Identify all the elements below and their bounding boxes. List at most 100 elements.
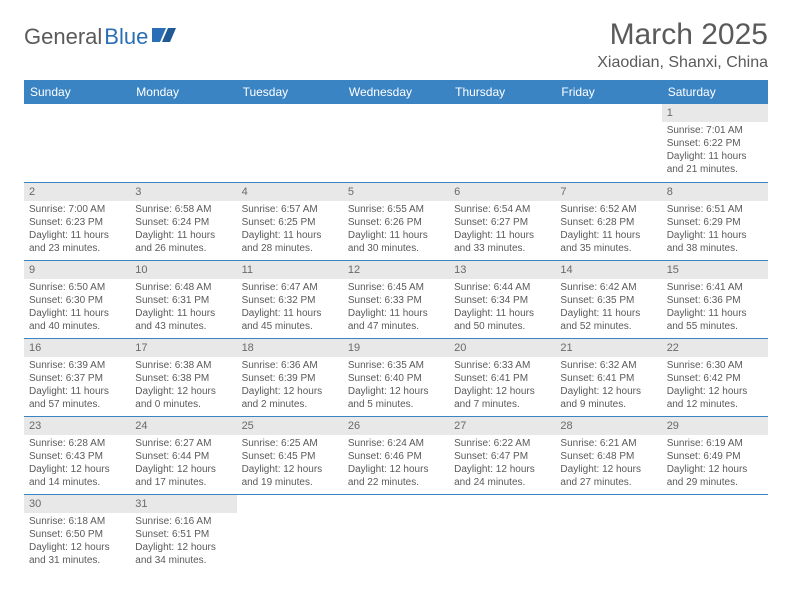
calendar-day-cell bbox=[449, 494, 555, 572]
sunset-text: Sunset: 6:47 PM bbox=[454, 450, 550, 463]
calendar-day-cell: 11Sunrise: 6:47 AMSunset: 6:32 PMDayligh… bbox=[237, 260, 343, 338]
calendar-day-cell: 20Sunrise: 6:33 AMSunset: 6:41 PMDayligh… bbox=[449, 338, 555, 416]
sunrise-text: Sunrise: 6:35 AM bbox=[348, 359, 444, 372]
daylight-text: Daylight: 11 hours and 52 minutes. bbox=[560, 307, 656, 333]
daylight-text: Daylight: 12 hours and 24 minutes. bbox=[454, 463, 550, 489]
calendar-day-cell: 25Sunrise: 6:25 AMSunset: 6:45 PMDayligh… bbox=[237, 416, 343, 494]
calendar-day-cell: 13Sunrise: 6:44 AMSunset: 6:34 PMDayligh… bbox=[449, 260, 555, 338]
calendar-day-cell: 2Sunrise: 7:00 AMSunset: 6:23 PMDaylight… bbox=[24, 182, 130, 260]
sunrise-text: Sunrise: 6:24 AM bbox=[348, 437, 444, 450]
day-number: 29 bbox=[662, 417, 768, 435]
day-number: 22 bbox=[662, 339, 768, 357]
day-number: 7 bbox=[555, 183, 661, 201]
calendar-day-cell bbox=[24, 104, 130, 182]
sunset-text: Sunset: 6:39 PM bbox=[242, 372, 338, 385]
sunrise-text: Sunrise: 6:58 AM bbox=[135, 203, 231, 216]
calendar-day-cell: 3Sunrise: 6:58 AMSunset: 6:24 PMDaylight… bbox=[130, 182, 236, 260]
sunrise-text: Sunrise: 6:44 AM bbox=[454, 281, 550, 294]
calendar-day-cell: 9Sunrise: 6:50 AMSunset: 6:30 PMDaylight… bbox=[24, 260, 130, 338]
sunrise-text: Sunrise: 6:16 AM bbox=[135, 515, 231, 528]
sunrise-text: Sunrise: 6:19 AM bbox=[667, 437, 763, 450]
calendar-day-cell: 18Sunrise: 6:36 AMSunset: 6:39 PMDayligh… bbox=[237, 338, 343, 416]
daylight-text: Daylight: 12 hours and 12 minutes. bbox=[667, 385, 763, 411]
daylight-text: Daylight: 12 hours and 17 minutes. bbox=[135, 463, 231, 489]
day-number: 13 bbox=[449, 261, 555, 279]
calendar-day-cell: 22Sunrise: 6:30 AMSunset: 6:42 PMDayligh… bbox=[662, 338, 768, 416]
title-block: March 2025 Xiaodian, Shanxi, China bbox=[597, 18, 768, 72]
calendar-day-cell: 27Sunrise: 6:22 AMSunset: 6:47 PMDayligh… bbox=[449, 416, 555, 494]
sunrise-text: Sunrise: 6:38 AM bbox=[135, 359, 231, 372]
sunset-text: Sunset: 6:49 PM bbox=[667, 450, 763, 463]
weekday-header: Sunday bbox=[24, 80, 130, 104]
day-number: 2 bbox=[24, 183, 130, 201]
day-number: 16 bbox=[24, 339, 130, 357]
weekday-header: Monday bbox=[130, 80, 236, 104]
sunset-text: Sunset: 6:40 PM bbox=[348, 372, 444, 385]
brand-logo: GeneralBlue bbox=[24, 24, 178, 50]
day-number: 23 bbox=[24, 417, 130, 435]
daylight-text: Daylight: 12 hours and 27 minutes. bbox=[560, 463, 656, 489]
calendar-day-cell bbox=[555, 104, 661, 182]
day-number: 20 bbox=[449, 339, 555, 357]
sunrise-text: Sunrise: 6:55 AM bbox=[348, 203, 444, 216]
weekday-header: Thursday bbox=[449, 80, 555, 104]
calendar-day-cell: 19Sunrise: 6:35 AMSunset: 6:40 PMDayligh… bbox=[343, 338, 449, 416]
daylight-text: Daylight: 12 hours and 9 minutes. bbox=[560, 385, 656, 411]
month-title: March 2025 bbox=[597, 18, 768, 52]
daylight-text: Daylight: 11 hours and 26 minutes. bbox=[135, 229, 231, 255]
daylight-text: Daylight: 12 hours and 14 minutes. bbox=[29, 463, 125, 489]
daylight-text: Daylight: 11 hours and 21 minutes. bbox=[667, 150, 763, 176]
calendar-day-cell: 30Sunrise: 6:18 AMSunset: 6:50 PMDayligh… bbox=[24, 494, 130, 572]
calendar-day-cell: 14Sunrise: 6:42 AMSunset: 6:35 PMDayligh… bbox=[555, 260, 661, 338]
sunset-text: Sunset: 6:35 PM bbox=[560, 294, 656, 307]
calendar-day-cell: 26Sunrise: 6:24 AMSunset: 6:46 PMDayligh… bbox=[343, 416, 449, 494]
calendar-day-cell bbox=[449, 104, 555, 182]
brand-part1: General bbox=[24, 24, 102, 50]
sunset-text: Sunset: 6:36 PM bbox=[667, 294, 763, 307]
sunset-text: Sunset: 6:33 PM bbox=[348, 294, 444, 307]
daylight-text: Daylight: 11 hours and 35 minutes. bbox=[560, 229, 656, 255]
sunset-text: Sunset: 6:22 PM bbox=[667, 137, 763, 150]
sunrise-text: Sunrise: 6:52 AM bbox=[560, 203, 656, 216]
daylight-text: Daylight: 12 hours and 34 minutes. bbox=[135, 541, 231, 567]
daylight-text: Daylight: 12 hours and 29 minutes. bbox=[667, 463, 763, 489]
sunset-text: Sunset: 6:41 PM bbox=[454, 372, 550, 385]
sunrise-text: Sunrise: 6:27 AM bbox=[135, 437, 231, 450]
calendar-day-cell: 28Sunrise: 6:21 AMSunset: 6:48 PMDayligh… bbox=[555, 416, 661, 494]
day-number: 28 bbox=[555, 417, 661, 435]
daylight-text: Daylight: 11 hours and 23 minutes. bbox=[29, 229, 125, 255]
sunrise-text: Sunrise: 7:01 AM bbox=[667, 124, 763, 137]
day-number: 19 bbox=[343, 339, 449, 357]
sunset-text: Sunset: 6:28 PM bbox=[560, 216, 656, 229]
day-number: 6 bbox=[449, 183, 555, 201]
calendar-day-cell bbox=[130, 104, 236, 182]
calendar-day-cell: 23Sunrise: 6:28 AMSunset: 6:43 PMDayligh… bbox=[24, 416, 130, 494]
sunset-text: Sunset: 6:31 PM bbox=[135, 294, 231, 307]
day-number: 26 bbox=[343, 417, 449, 435]
calendar-day-cell: 5Sunrise: 6:55 AMSunset: 6:26 PMDaylight… bbox=[343, 182, 449, 260]
flag-icon bbox=[152, 26, 178, 49]
daylight-text: Daylight: 11 hours and 45 minutes. bbox=[242, 307, 338, 333]
day-number: 30 bbox=[24, 495, 130, 513]
daylight-text: Daylight: 11 hours and 38 minutes. bbox=[667, 229, 763, 255]
calendar-day-cell: 31Sunrise: 6:16 AMSunset: 6:51 PMDayligh… bbox=[130, 494, 236, 572]
day-number: 24 bbox=[130, 417, 236, 435]
daylight-text: Daylight: 11 hours and 40 minutes. bbox=[29, 307, 125, 333]
sunset-text: Sunset: 6:38 PM bbox=[135, 372, 231, 385]
sunrise-text: Sunrise: 6:48 AM bbox=[135, 281, 231, 294]
daylight-text: Daylight: 12 hours and 2 minutes. bbox=[242, 385, 338, 411]
sunset-text: Sunset: 6:29 PM bbox=[667, 216, 763, 229]
sunrise-text: Sunrise: 6:32 AM bbox=[560, 359, 656, 372]
sunset-text: Sunset: 6:42 PM bbox=[667, 372, 763, 385]
calendar-page: GeneralBlue March 2025 Xiaodian, Shanxi,… bbox=[0, 0, 792, 590]
daylight-text: Daylight: 11 hours and 33 minutes. bbox=[454, 229, 550, 255]
calendar-week-row: 9Sunrise: 6:50 AMSunset: 6:30 PMDaylight… bbox=[24, 260, 768, 338]
sunset-text: Sunset: 6:45 PM bbox=[242, 450, 338, 463]
day-number: 8 bbox=[662, 183, 768, 201]
calendar-week-row: 16Sunrise: 6:39 AMSunset: 6:37 PMDayligh… bbox=[24, 338, 768, 416]
sunrise-text: Sunrise: 7:00 AM bbox=[29, 203, 125, 216]
sunset-text: Sunset: 6:50 PM bbox=[29, 528, 125, 541]
calendar-day-cell: 16Sunrise: 6:39 AMSunset: 6:37 PMDayligh… bbox=[24, 338, 130, 416]
calendar-day-cell bbox=[237, 494, 343, 572]
calendar-week-row: 2Sunrise: 7:00 AMSunset: 6:23 PMDaylight… bbox=[24, 182, 768, 260]
